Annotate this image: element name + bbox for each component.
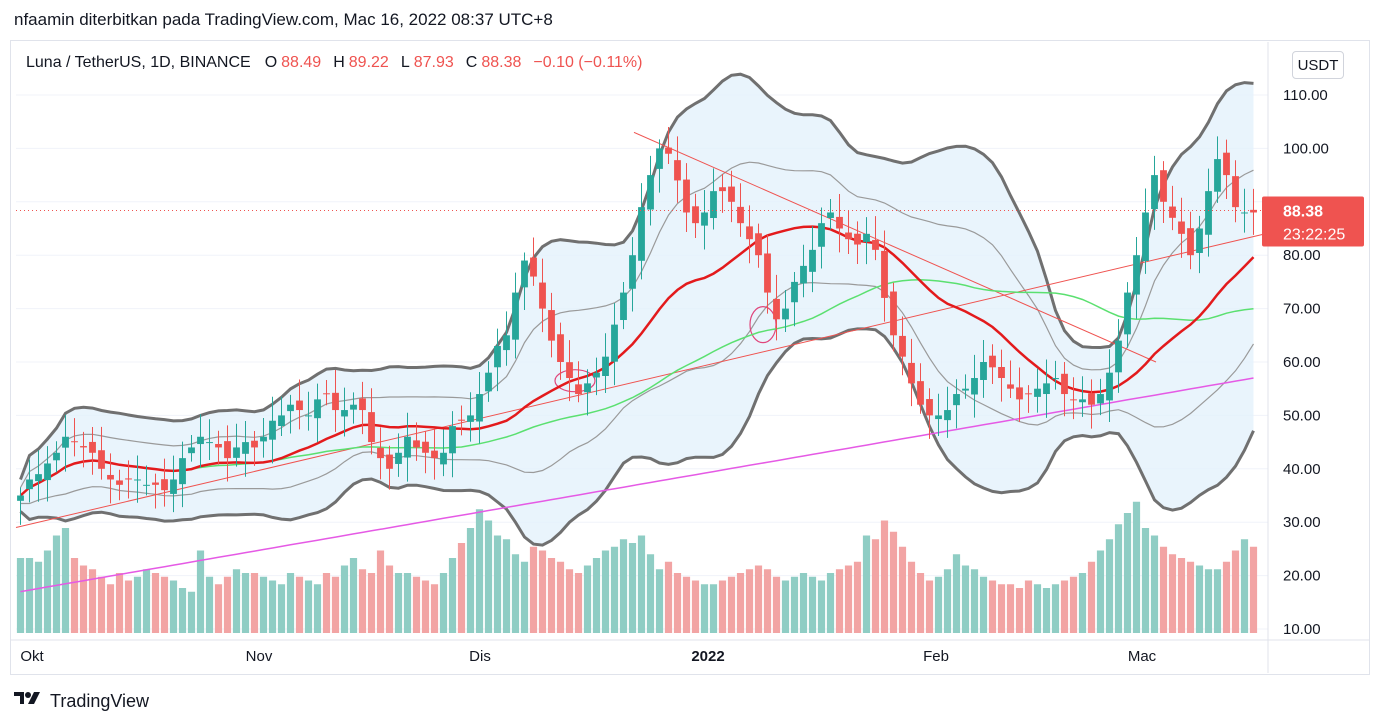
high-value: 89.22	[348, 54, 389, 71]
close-value: 88.38	[481, 54, 522, 71]
footer-brand[interactable]: TradingView	[14, 690, 149, 712]
open-value: 88.49	[281, 54, 322, 71]
publish-header: nfaamin diterbitkan pada TradingView.com…	[14, 10, 553, 29]
low-label: L	[400, 54, 410, 71]
chart-frame	[10, 40, 1370, 675]
high-label: H	[333, 54, 345, 71]
tradingview-logo-icon	[14, 690, 44, 712]
change-value: −0.10 (−0.11%)	[533, 54, 643, 71]
symbol-legend: Luna / TetherUS, 1D, BINANCE O 88.49 H 89.…	[26, 54, 642, 72]
symbol-name[interactable]: Luna / TetherUS, 1D, BINANCE	[26, 54, 251, 71]
currency-button[interactable]: USDT	[1292, 51, 1344, 79]
close-label: C	[465, 54, 478, 71]
open-label: O	[264, 54, 278, 71]
low-value: 87.93	[413, 54, 454, 71]
footer-brand-text: TradingView	[50, 690, 150, 711]
